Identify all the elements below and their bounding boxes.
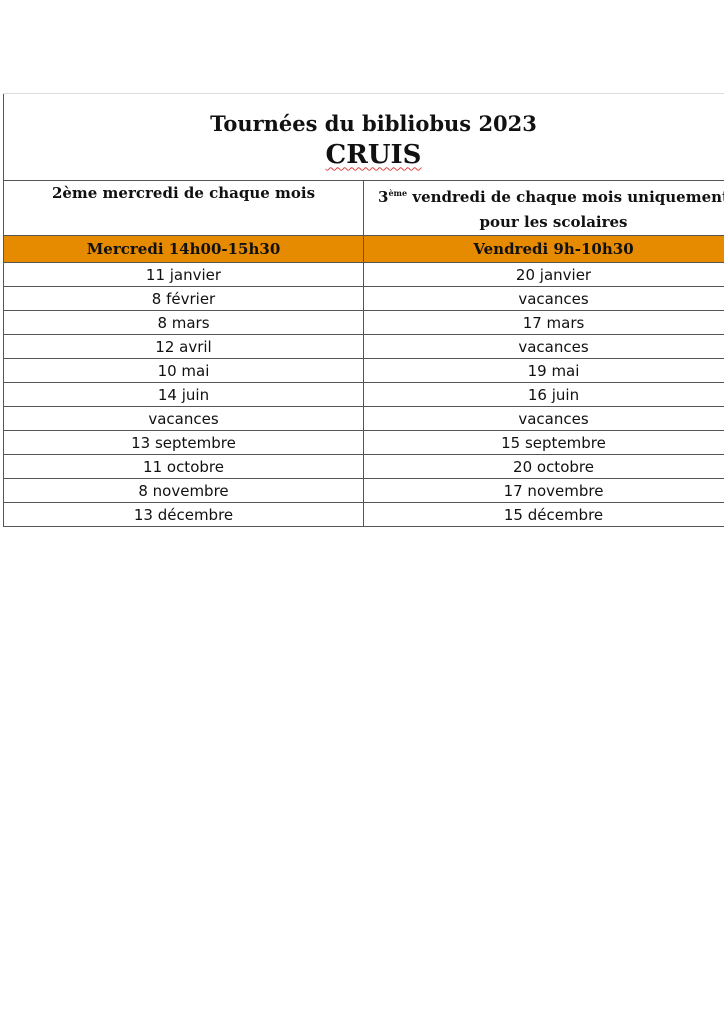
wednesday-header: Mercredi 14h00-15h30 [3, 235, 364, 263]
friday-date: vacances [362, 334, 724, 359]
friday-date: 15 décembre [362, 502, 724, 527]
table-row: 13 septembre 15 septembre [3, 430, 724, 455]
friday-date: 16 juin [362, 382, 724, 407]
schedule-table: Tournées du bibliobus 2023 CRUIS 2ème me… [2, 93, 724, 527]
friday-date: 17 novembre [362, 478, 724, 503]
friday-date: 19 mai [362, 358, 724, 383]
table-row: 14 juin 16 juin [3, 382, 724, 407]
friday-subtitle: 3ème vendredi de chaque mois uniquement … [362, 180, 724, 236]
wednesday-date: 13 décembre [3, 502, 364, 527]
friday-date: 20 janvier [362, 262, 724, 287]
table-row: 8 mars 17 mars [3, 310, 724, 335]
table-row: 11 octobre 20 octobre [3, 454, 724, 479]
wednesday-date: 14 juin [3, 382, 364, 407]
table-row: vacances vacances [3, 406, 724, 431]
friday-date: vacances [362, 406, 724, 431]
friday-date: 20 octobre [362, 454, 724, 479]
document-title: Tournées du bibliobus 2023 [210, 110, 537, 136]
wednesday-date: 10 mai [3, 358, 364, 383]
table-row: 8 février vacances [3, 286, 724, 311]
friday-date: 15 septembre [362, 430, 724, 455]
wednesday-date: 12 avril [3, 334, 364, 359]
wednesday-date: 11 octobre [3, 454, 364, 479]
friday-header: Vendredi 9h-10h30 [362, 235, 724, 263]
wednesday-date: 11 janvier [3, 262, 364, 287]
wednesday-date: 13 septembre [3, 430, 364, 455]
friday-date: vacances [362, 286, 724, 311]
title-cell: Tournées du bibliobus 2023 CRUIS [2, 93, 724, 181]
location-title: CRUIS [325, 139, 422, 170]
table-row: 13 décembre 15 décembre [3, 502, 724, 527]
wednesday-subtitle: 2ème mercredi de chaque mois [3, 180, 364, 236]
table-row: 12 avril vacances [3, 334, 724, 359]
wednesday-date: vacances [3, 406, 364, 431]
table-row: 8 novembre 17 novembre [3, 478, 724, 503]
table-row: 11 janvier 20 janvier [3, 262, 724, 287]
wednesday-date: 8 novembre [3, 478, 364, 503]
wednesday-date: 8 mars [3, 310, 364, 335]
table-row: 10 mai 19 mai [3, 358, 724, 383]
wednesday-date: 8 février [3, 286, 364, 311]
friday-date: 17 mars [362, 310, 724, 335]
